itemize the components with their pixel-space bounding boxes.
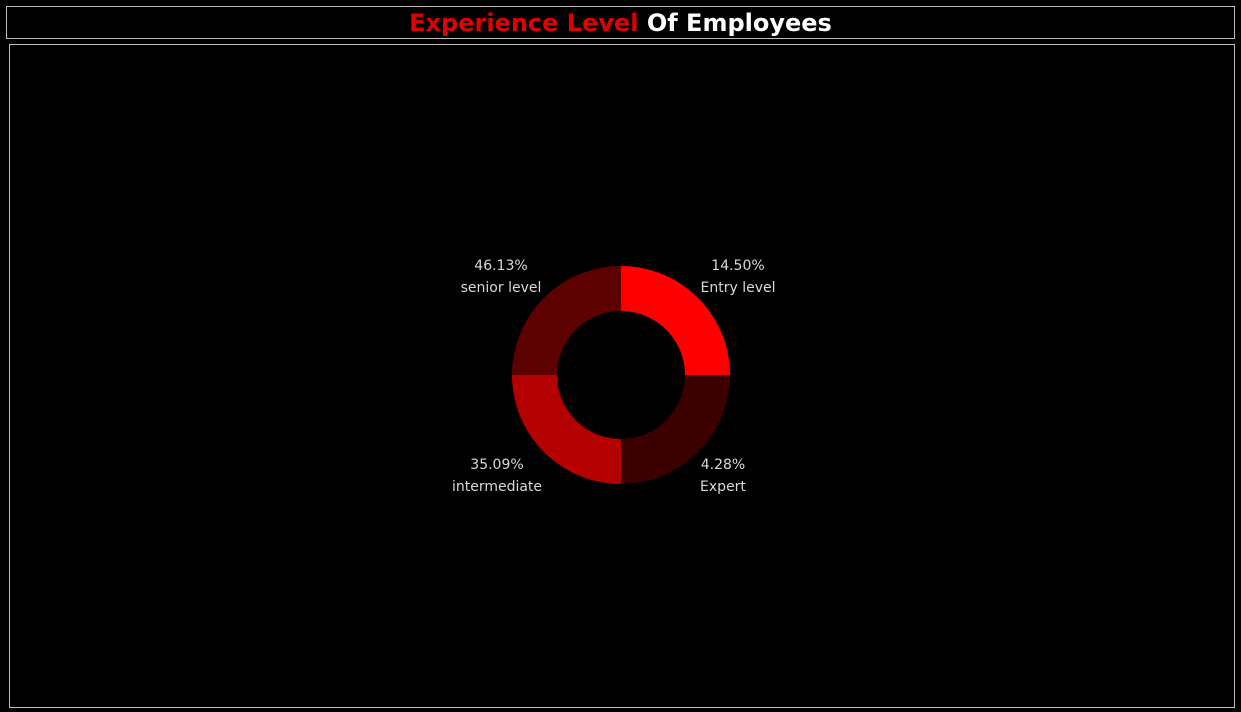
data-label-value-intermediate: 35.09% xyxy=(470,457,523,473)
chart-title: Experience Level Of Employees xyxy=(409,9,832,37)
data-label-category-entry-level: Entry level xyxy=(701,280,776,296)
data-label-category-intermediate: intermediate xyxy=(452,479,542,495)
donut-slice-entry-level[interactable] xyxy=(621,266,730,375)
data-label-category-senior-level: senior level xyxy=(461,280,542,296)
donut-slice-expert[interactable] xyxy=(621,375,730,484)
data-label-value-expert: 4.28% xyxy=(701,457,745,473)
title-bar: Experience Level Of Employees xyxy=(6,6,1235,39)
title-highlight: Experience Level xyxy=(409,8,639,37)
data-label-value-senior-level: 46.13% xyxy=(474,258,527,274)
chart-panel xyxy=(9,44,1235,708)
title-rest: Of Employees xyxy=(638,8,832,37)
data-label-category-expert: Expert xyxy=(700,479,746,495)
data-label-value-entry-level: 14.50% xyxy=(711,258,764,274)
donut-slice-senior-level[interactable] xyxy=(512,266,621,375)
donut-slice-intermediate[interactable] xyxy=(512,375,621,484)
